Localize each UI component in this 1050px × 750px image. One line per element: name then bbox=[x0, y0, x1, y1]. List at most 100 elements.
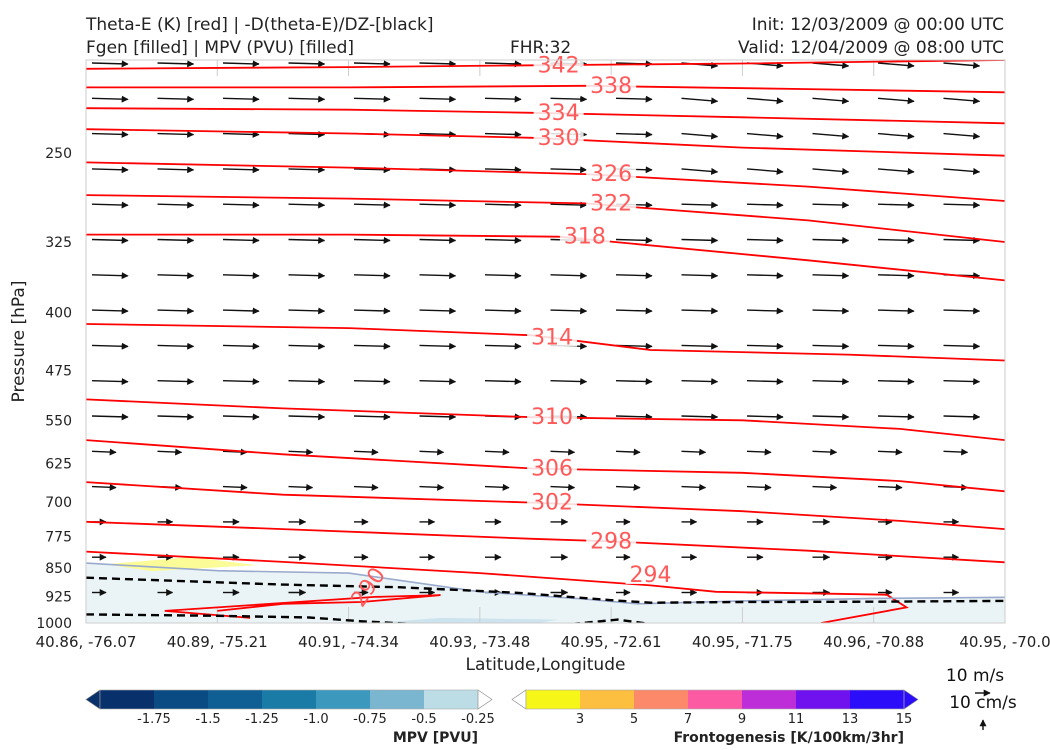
wind-vector bbox=[877, 167, 915, 175]
wind-vector bbox=[419, 448, 445, 456]
wind-vector bbox=[91, 166, 129, 174]
fgen-colorbar-segment bbox=[742, 690, 797, 709]
mpv-fill-region bbox=[86, 563, 1005, 623]
wind-vector bbox=[91, 342, 129, 350]
x-tick-label: 40.96, -70.88 bbox=[823, 633, 924, 651]
mpv-colorbar-label: MPV [PVU] bbox=[393, 730, 478, 746]
wind-vector bbox=[353, 236, 391, 244]
wind-vector bbox=[353, 60, 391, 68]
fgen-colorbar-tick: 7 bbox=[684, 712, 692, 727]
wind-vector bbox=[943, 307, 981, 315]
mpv-colorbar-tick: -1.25 bbox=[245, 712, 279, 727]
mpv-fill-deep bbox=[374, 617, 559, 623]
wind-vector bbox=[484, 166, 522, 174]
wind-vector bbox=[353, 272, 391, 280]
y-axis-title: Pressure [hPa] bbox=[9, 281, 29, 403]
wind-vector bbox=[419, 483, 445, 491]
wind-vector bbox=[353, 166, 391, 174]
fgen-colorbar-tick: 11 bbox=[788, 712, 805, 727]
wind-vector bbox=[681, 167, 719, 175]
title-line-2: Fgen [filled] | MPV (PVU) [filled] bbox=[86, 38, 355, 58]
wind-vector bbox=[746, 307, 784, 315]
wind-vector bbox=[222, 272, 260, 280]
wind-vector bbox=[91, 236, 129, 244]
mpv-colorbar-tick: -1.5 bbox=[195, 712, 220, 727]
wind-vector bbox=[157, 448, 183, 456]
wind-vector bbox=[681, 483, 707, 491]
fgen-colorbar-label: Frontogenesis [K/100km/3hr] bbox=[674, 730, 904, 746]
fgen-colorbar-segment bbox=[688, 690, 743, 709]
wind-vector bbox=[288, 236, 326, 244]
mpv-colorbar-segment bbox=[424, 690, 479, 709]
theta-e-label: 338 bbox=[590, 74, 632, 99]
theta-e-label: 342 bbox=[538, 53, 580, 78]
wind-vector bbox=[943, 97, 981, 105]
wind-vector bbox=[419, 272, 457, 280]
wind-vector bbox=[222, 166, 260, 174]
wind-vector bbox=[943, 236, 981, 244]
wind-vector bbox=[877, 483, 903, 491]
wind-vector bbox=[157, 272, 195, 280]
fgen-colorbar-segment bbox=[580, 690, 635, 709]
wind-vector bbox=[222, 483, 248, 491]
wind-vector bbox=[746, 132, 784, 140]
theta-e-contour-302 bbox=[86, 481, 1005, 530]
y-tick-label: 325 bbox=[45, 235, 72, 251]
wind-vector bbox=[746, 167, 784, 175]
wind-vector bbox=[157, 307, 195, 315]
wind-vector bbox=[91, 307, 129, 315]
wind-vector bbox=[681, 307, 719, 315]
x-tick-label: 40.89, -75.21 bbox=[167, 633, 268, 651]
theta-e-label-bg bbox=[533, 54, 584, 75]
stability-contour bbox=[86, 613, 415, 623]
wind-vector bbox=[288, 130, 326, 138]
wind-vector bbox=[550, 378, 588, 386]
mpv-colorbar-outline bbox=[99, 689, 479, 710]
theta-e-label: 310 bbox=[531, 405, 573, 430]
theta-e-label-bg bbox=[527, 326, 578, 347]
wind-vector bbox=[746, 378, 784, 386]
wind-vector bbox=[91, 413, 129, 421]
fgen-colorbar-high-extend bbox=[903, 689, 919, 710]
wind-vector bbox=[615, 272, 653, 280]
wind-vector bbox=[943, 132, 981, 140]
wind-vector bbox=[746, 483, 772, 491]
wind-vector bbox=[812, 483, 838, 491]
wind-vector bbox=[222, 60, 260, 68]
fgen-colorbar-tick: 13 bbox=[842, 712, 859, 727]
y-tick-label: 400 bbox=[45, 305, 72, 321]
wind-vector bbox=[91, 95, 129, 103]
wind-vector bbox=[877, 97, 915, 105]
wind-vector bbox=[746, 413, 784, 421]
wind-vector bbox=[484, 483, 510, 491]
wind-vector bbox=[288, 307, 326, 315]
wind-vector bbox=[288, 201, 326, 209]
theta-e-contour-334 bbox=[86, 107, 1005, 125]
wind-vector bbox=[746, 272, 784, 280]
x-tick-label: 40.95, -70.0 bbox=[959, 633, 1050, 651]
init-time: Init: 12/03/2009 @ 00:00 UTC bbox=[751, 15, 1004, 35]
wind-vector bbox=[288, 413, 326, 421]
valid-time: Valid: 12/04/2009 @ 08:00 UTC bbox=[738, 38, 1004, 58]
wind-vector bbox=[812, 342, 850, 350]
theta-e-contour-342 bbox=[86, 60, 1005, 70]
y-tick-label: 625 bbox=[45, 457, 72, 473]
wind-vector bbox=[288, 448, 314, 456]
wind-vector bbox=[484, 236, 522, 244]
theta-e-label-bg bbox=[533, 126, 584, 147]
wind-vector bbox=[681, 236, 719, 244]
wind-vector bbox=[222, 342, 260, 350]
y-tick-label: 850 bbox=[45, 561, 72, 577]
wind-vector bbox=[943, 448, 969, 456]
wind-vector bbox=[746, 342, 784, 350]
wind-vector bbox=[157, 130, 195, 138]
wind-vector bbox=[222, 236, 260, 244]
wind-vector bbox=[288, 483, 314, 491]
wind-vector bbox=[615, 95, 653, 103]
wind-vector bbox=[353, 307, 391, 315]
wind-vector bbox=[812, 132, 850, 140]
wind-vector bbox=[222, 307, 260, 315]
wind-vector bbox=[222, 95, 260, 103]
fgen-colorbar-tick: 5 bbox=[630, 712, 638, 727]
